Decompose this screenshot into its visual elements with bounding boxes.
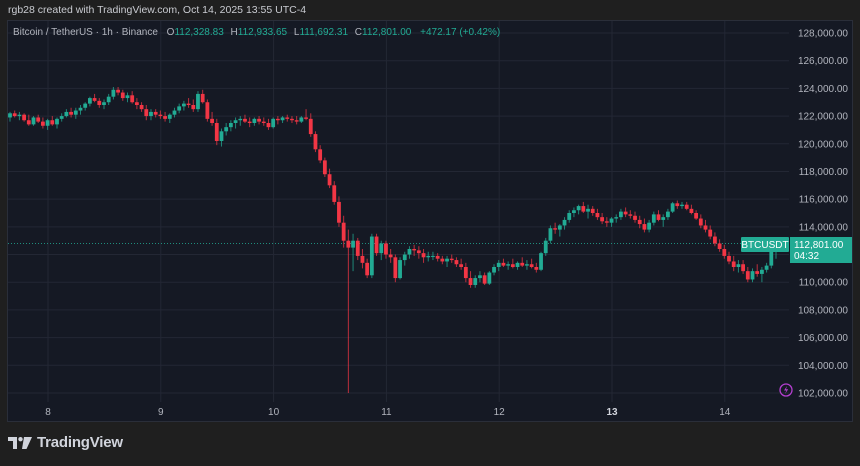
time-axis[interactable]: 8 9 10 11 12 13 14	[45, 407, 731, 418]
price-tick-label: 128,000.00	[798, 29, 848, 40]
last-price-tag-bg	[790, 237, 852, 263]
price-tick-label: 104,000.00	[798, 361, 848, 372]
price-tick-label: 120,000.00	[798, 139, 848, 150]
time-tick-label: 13	[606, 407, 618, 418]
time-tick-label: 8	[45, 407, 51, 418]
high-label: H	[230, 27, 238, 38]
price-tick-label: 124,000.00	[798, 84, 848, 95]
symbol-description[interactable]: Bitcoin / TetherUS · 1h · Binance	[13, 27, 158, 38]
change-value: +472.17 (+0.42%)	[420, 27, 501, 38]
grid-lines	[8, 21, 789, 402]
price-tick-label: 118,000.00	[799, 167, 849, 178]
price-tick-label: 110,000.00	[799, 278, 849, 289]
price-tick-label: 126,000.00	[798, 56, 848, 67]
chart-pane[interactable]	[7, 20, 853, 422]
time-tick-label: 11	[381, 407, 392, 418]
time-tick-label: 14	[719, 407, 731, 418]
low-value: 111,692.31	[299, 27, 349, 38]
brand-name: TradingView	[37, 434, 123, 451]
price-tick-label: 108,000.00	[798, 305, 848, 316]
lightning-event-icon[interactable]	[779, 383, 793, 397]
price-tags: BTCUSDT 112,801.00 04:32	[741, 237, 852, 263]
symbol-tag-bg	[741, 237, 789, 252]
price-tick-label: 102,000.00	[798, 388, 848, 399]
chart-legend: Bitcoin / TetherUS · 1h · Binance O112,3…	[13, 27, 500, 38]
price-tick-label: 122,000.00	[798, 112, 848, 123]
time-tick-label: 9	[158, 407, 164, 418]
open-value: 112,328.83	[174, 27, 224, 38]
price-axis[interactable]: 128,000.00 126,000.00 124,000.00 122,000.00…	[798, 29, 848, 400]
tradingview-logo[interactable]: TradingView	[8, 434, 123, 451]
close-value: 112,801.00	[362, 27, 412, 38]
time-tick-label: 12	[494, 407, 506, 418]
low-label: L	[293, 27, 300, 38]
price-tick-label: 106,000.00	[798, 333, 848, 344]
tradingview-logo-icon	[8, 436, 32, 449]
high-value: 112,933.65	[237, 27, 288, 38]
price-tick-label: 116,000.00	[799, 195, 849, 206]
symbol-tag: BTCUSDT	[741, 240, 788, 251]
time-tick-label: 10	[268, 407, 280, 418]
last-price-tag: 112,801.00	[794, 240, 844, 251]
bar-countdown: 04:32	[794, 251, 819, 262]
price-tick-label: 114,000.00	[799, 222, 849, 233]
candles	[8, 86, 778, 393]
open-label: O	[166, 27, 175, 38]
close-label: C	[354, 27, 363, 38]
chart-credit: rgb28 created with TradingView.com, Oct …	[8, 4, 307, 16]
